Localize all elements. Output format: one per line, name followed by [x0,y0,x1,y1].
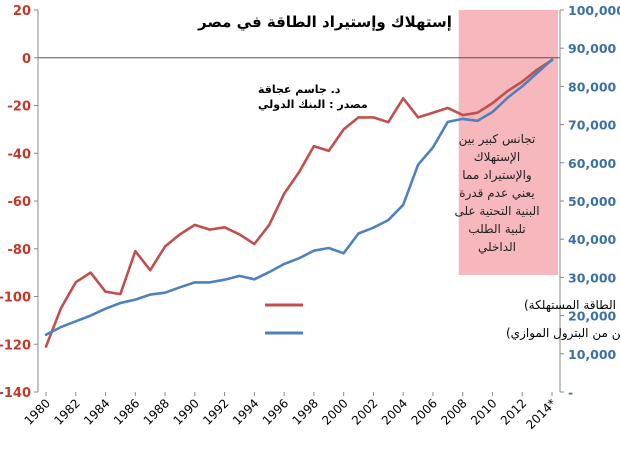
right-tick-label: 40,000 [568,232,617,247]
annotation-line: والإستيراد مما [462,168,531,183]
x-tick-label: 2000 [319,396,350,427]
left-tick-label: -80 [8,243,32,258]
annotation-line: الإستهلاك [474,150,520,164]
x-tick-label: 2014* [523,396,559,432]
right-tick-label: 70,000 [568,118,617,133]
series-line-imports [44,58,554,348]
highlight-region [458,10,558,275]
annotation-line: تلبية الطلب [468,222,525,236]
right-tick-label: 10,000 [568,347,617,362]
x-tick-label: 2002 [349,396,380,427]
x-tick-label: 1996 [260,396,291,427]
left-tick-label: -60 [8,195,32,210]
x-tick-label: 1990 [170,396,201,427]
right-axis-ticks: 100,000 90,000 80,000 70,000 60,000 50,000 40,… [560,3,620,400]
annotation-line: البنية التحتية على [454,204,539,218]
x-tick-label: 2006 [409,396,440,427]
x-tick-label: 1986 [111,396,142,427]
right-tick-label: 50,000 [568,194,617,209]
x-tick-label: 2004 [379,396,410,427]
right-tick-label: 20,000 [568,309,617,324]
legend-label-imports: الإستيراد الصافي من الطاقة (% من الطاقة … [524,298,620,313]
chart-title: إستهلاك وإستيراد الطاقة في مصر [197,13,452,31]
annotation-line: الداخلي [478,240,516,254]
x-tick-label: 1992 [200,396,231,427]
x-tick-label: 1982 [51,396,82,427]
x-axis-ticks: 1980198219841986198819901992199419961998… [22,392,559,432]
annotation-text: تجانس كبير بين الإستهلاك والإستيراد مما … [454,132,539,254]
left-tick-label: -100 [0,291,31,306]
left-tick-label: 20 [13,4,31,19]
right-tick-label: 80,000 [568,79,617,94]
x-tick-label: 1984 [81,396,112,427]
right-tick-label: - [568,385,573,400]
left-tick-label: -40 [8,147,32,162]
left-tick-label: -140 [0,386,31,401]
source-bank: مصدر : البنك الدولي [258,98,368,111]
right-tick-label: 90,000 [568,41,617,56]
annotation-line: تجانس كبير بين [459,132,536,147]
left-tick-label: 0 [22,52,31,67]
left-axis-ticks: 20 0 -20 -40 -60 -80 -100 -120 -140 [0,4,38,401]
x-tick-label: 2008 [438,396,469,427]
annotation-line: يعني عدم قدرة [459,186,534,201]
legend-label-consumption: إستهلاك الطاقة (كيلو طن من البترول الموا… [506,326,620,341]
x-tick-label: 1998 [290,396,321,427]
left-tick-label: -120 [0,338,31,353]
x-tick-label: 2010 [468,396,499,427]
series-lines [44,58,554,348]
left-tick-label: -20 [8,100,32,115]
series-line-consumption [44,58,554,337]
legend: الإستيراد الصافي من الطاقة (% من الطاقة … [265,298,620,341]
right-tick-label: 30,000 [568,270,617,285]
source-author: د. جاسم عجاقة [258,83,341,96]
right-tick-label: 60,000 [568,156,617,171]
x-tick-label: 1994 [230,396,261,427]
right-tick-label: 100,000 [568,3,620,18]
x-tick-label: 1988 [141,396,172,427]
